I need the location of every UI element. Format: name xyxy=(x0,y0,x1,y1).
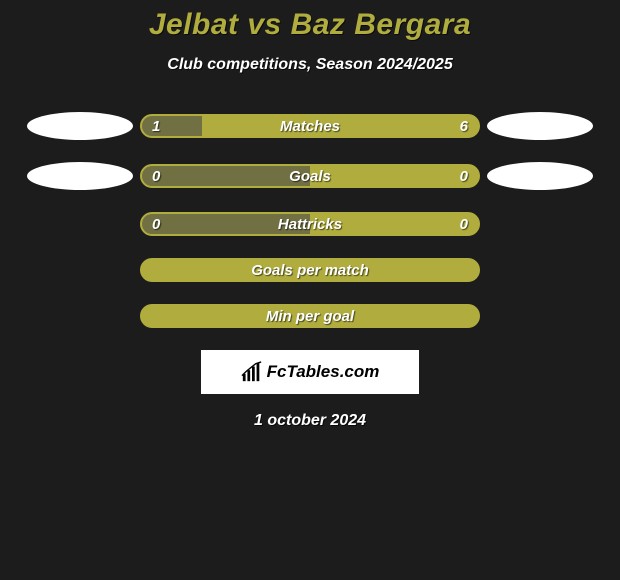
comparison-widget: Jelbat vs Baz Bergara Club competitions,… xyxy=(0,0,620,430)
team-logo-placeholder xyxy=(27,112,133,140)
stat-bar: 00Goals xyxy=(140,164,480,188)
stat-label: Goals xyxy=(142,168,478,185)
left-logo-slot xyxy=(20,112,140,140)
stat-bar: Min per goal xyxy=(140,304,480,328)
stat-label: Min per goal xyxy=(142,308,478,325)
right-logo-slot xyxy=(480,112,600,140)
stat-bar: 00Hattricks xyxy=(140,212,480,236)
team-logo-placeholder xyxy=(487,162,593,190)
stat-label: Hattricks xyxy=(142,216,478,233)
right-logo-slot xyxy=(480,162,600,190)
team-logo-placeholder xyxy=(487,112,593,140)
stat-row: 00Goals xyxy=(0,162,620,190)
stats-list: 16Matches 00Goals 00Hattricks Goals per mat… xyxy=(0,112,620,328)
date-label: 1 october 2024 xyxy=(0,412,620,430)
page-title: Jelbat vs Baz Bergara xyxy=(0,8,620,42)
stat-label: Goals per match xyxy=(142,262,478,279)
left-logo-slot xyxy=(20,162,140,190)
bar-chart-icon xyxy=(241,361,263,383)
fctables-badge[interactable]: FcTables.com xyxy=(201,350,419,394)
stat-row: Min per goal xyxy=(0,304,620,328)
fctables-label: FcTables.com xyxy=(267,362,380,382)
stat-bar: 16Matches xyxy=(140,114,480,138)
subtitle: Club competitions, Season 2024/2025 xyxy=(0,56,620,74)
stat-label: Matches xyxy=(142,118,478,135)
stat-bar: Goals per match xyxy=(140,258,480,282)
stat-row: Goals per match xyxy=(0,258,620,282)
stat-row: 16Matches xyxy=(0,112,620,140)
stat-row: 00Hattricks xyxy=(0,212,620,236)
team-logo-placeholder xyxy=(27,162,133,190)
